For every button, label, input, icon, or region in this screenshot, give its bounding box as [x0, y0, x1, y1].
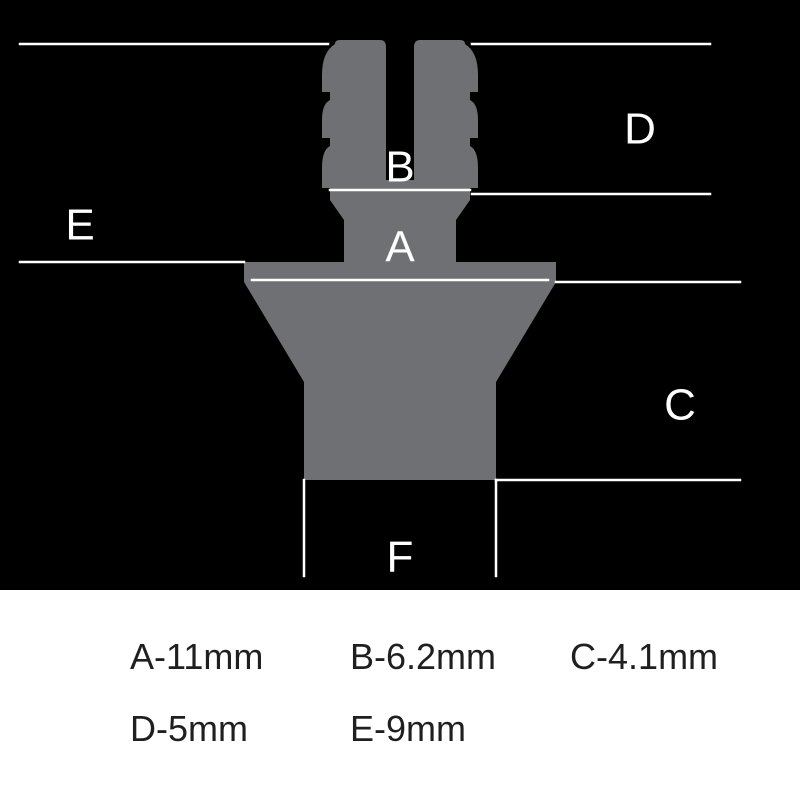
legend: A-11mm B-6.2mm C-4.1mm D-5mm E-9mm	[130, 636, 718, 750]
diagram-svg: E D C F AB	[0, 0, 800, 590]
legend-row-2: D-5mm E-9mm	[130, 708, 718, 750]
svg-text:D: D	[624, 105, 656, 154]
svg-text:E: E	[65, 201, 94, 250]
legend-A: A-11mm	[130, 636, 340, 678]
svg-text:F: F	[387, 533, 414, 582]
diagram-frame: E D C F AB	[0, 0, 800, 590]
legend-row-1: A-11mm B-6.2mm C-4.1mm	[130, 636, 718, 678]
svg-text:C: C	[664, 381, 696, 430]
legend-E: E-9mm	[350, 708, 466, 750]
page: E D C F AB A-11mm B-6.2mm C-4.1mm D-5mm E-9m…	[0, 0, 800, 800]
legend-D: D-5mm	[130, 708, 340, 750]
legend-B: B-6.2mm	[350, 636, 560, 678]
legend-C: C-4.1mm	[570, 636, 718, 678]
svg-text:B: B	[385, 143, 414, 192]
svg-text:A: A	[385, 223, 415, 272]
